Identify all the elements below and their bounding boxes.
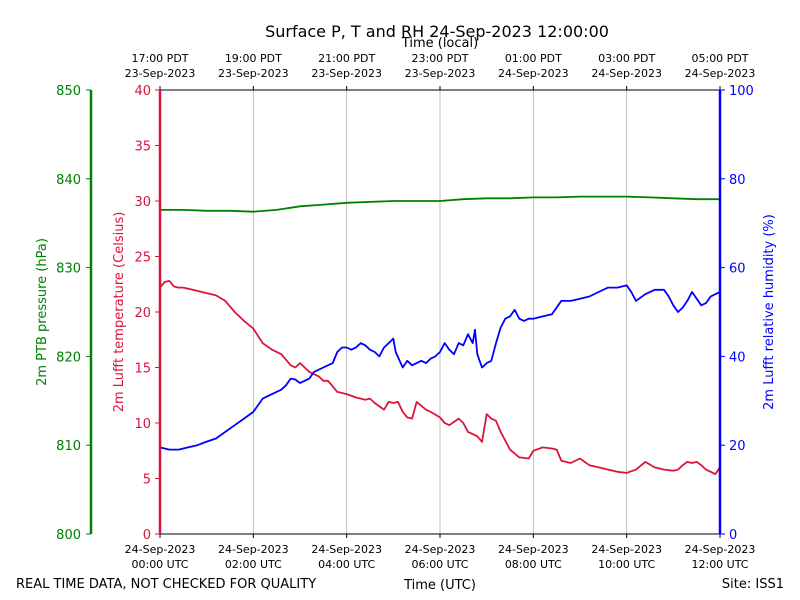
x-tick-label-bottom-time: 02:00 UTC: [225, 558, 282, 571]
pressure-axis-label: 2m PTB pressure (hPa): [35, 238, 50, 386]
pressure-tick-label: 840: [56, 173, 81, 188]
humidity-tick-label: 0: [729, 528, 737, 543]
chart-title: Surface P, T and RH 24-Sep-2023 12:00:00: [265, 22, 609, 41]
x-tick-label-bottom-date: 24-Sep-2023: [498, 543, 569, 556]
pressure-tick-label: 800: [56, 528, 81, 543]
temperature-tick-label: 35: [134, 140, 151, 155]
x-tick-label-bottom-date: 24-Sep-2023: [311, 543, 382, 556]
humidity-tick-label: 60: [729, 262, 746, 277]
humidity-tick-label: 100: [729, 84, 754, 99]
x-tick-label-bottom-date: 24-Sep-2023: [591, 543, 662, 556]
quality-disclaimer: REAL TIME DATA, NOT CHECKED FOR QUALITY: [16, 577, 316, 592]
x-tick-label-top-time: 17:00 PDT: [131, 52, 188, 65]
x-tick-label-top-time: 21:00 PDT: [318, 52, 375, 65]
temperature-tick-label: 30: [134, 195, 151, 210]
series-layer: [159, 195, 721, 476]
humidity-tick-label: 80: [729, 173, 746, 188]
temperature-tick-label: 40: [134, 84, 151, 99]
axis-ticks: 24-Sep-2023 00:00 UTC 24-Sep-2023 02:00 UTC…: [56, 52, 755, 571]
x-tick-label-top-date: 23-Sep-2023: [311, 67, 382, 80]
x-tick-label-bottom-time: 08:00 UTC: [505, 558, 562, 571]
x-tick-label-top-time: 05:00 PDT: [691, 52, 748, 65]
x-tick-label-bottom-time: 12:00 UTC: [691, 558, 748, 571]
temperature-tick-label: 15: [134, 362, 151, 377]
x-tick-label-top-date: 24-Sep-2023: [591, 67, 662, 80]
temperature-tick-label: 5: [143, 473, 151, 488]
x-tick-label-bottom-time: 10:00 UTC: [598, 558, 655, 571]
bottom-axis-title: Time (UTC): [403, 578, 476, 593]
pressure-tick-label: 830: [56, 262, 81, 277]
humidity-tick-label: 40: [729, 350, 746, 365]
x-tick-label-bottom-time: 00:00 UTC: [131, 558, 188, 571]
pressure-tick-label: 820: [56, 350, 81, 365]
humidity-tick-label: 20: [729, 439, 746, 454]
x-tick-label-bottom-time: 06:00 UTC: [411, 558, 468, 571]
x-tick-label-top-date: 24-Sep-2023: [498, 67, 569, 80]
pressure-tick-label: 850: [56, 84, 81, 99]
x-tick-label-bottom-time: 04:00 UTC: [318, 558, 375, 571]
temperature-tick-label: 20: [134, 306, 151, 321]
x-tick-label-top-time: 19:00 PDT: [225, 52, 282, 65]
top-axis-title: Time (local): [401, 36, 478, 51]
pressure-series-line: [160, 195, 720, 213]
x-tick-label-top-date: 23-Sep-2023: [218, 67, 289, 80]
x-tick-label-bottom-date: 24-Sep-2023: [218, 543, 289, 556]
temperature-tick-label: 10: [134, 417, 151, 432]
x-tick-label-top-date: 23-Sep-2023: [405, 67, 476, 80]
temperature-axis-label: 2m Lufft temperature (Celsius): [112, 212, 127, 413]
pressure-tick-label: 810: [56, 439, 81, 454]
x-tick-label-bottom-date: 24-Sep-2023: [125, 543, 196, 556]
x-tick-label-top-time: 03:00 PDT: [598, 52, 655, 65]
gridlines: [252, 90, 628, 534]
x-tick-label-bottom-date: 24-Sep-2023: [685, 543, 756, 556]
site-label: Site: ISS1: [722, 577, 784, 592]
x-tick-label-top-date: 24-Sep-2023: [685, 67, 756, 80]
humidity-series-line: [159, 284, 721, 451]
x-tick-label-top-date: 23-Sep-2023: [125, 67, 196, 80]
temperature-tick-label: 25: [134, 251, 151, 266]
temperature-tick-label: 0: [143, 528, 151, 543]
x-tick-label-top-time: 23:00 PDT: [411, 52, 468, 65]
temperature-series-line: [159, 279, 721, 476]
x-tick-label-bottom-date: 24-Sep-2023: [405, 543, 476, 556]
x-tick-label-top-time: 01:00 PDT: [505, 52, 562, 65]
humidity-axis-label: 2m Lufft relative humidity (%): [762, 214, 777, 410]
